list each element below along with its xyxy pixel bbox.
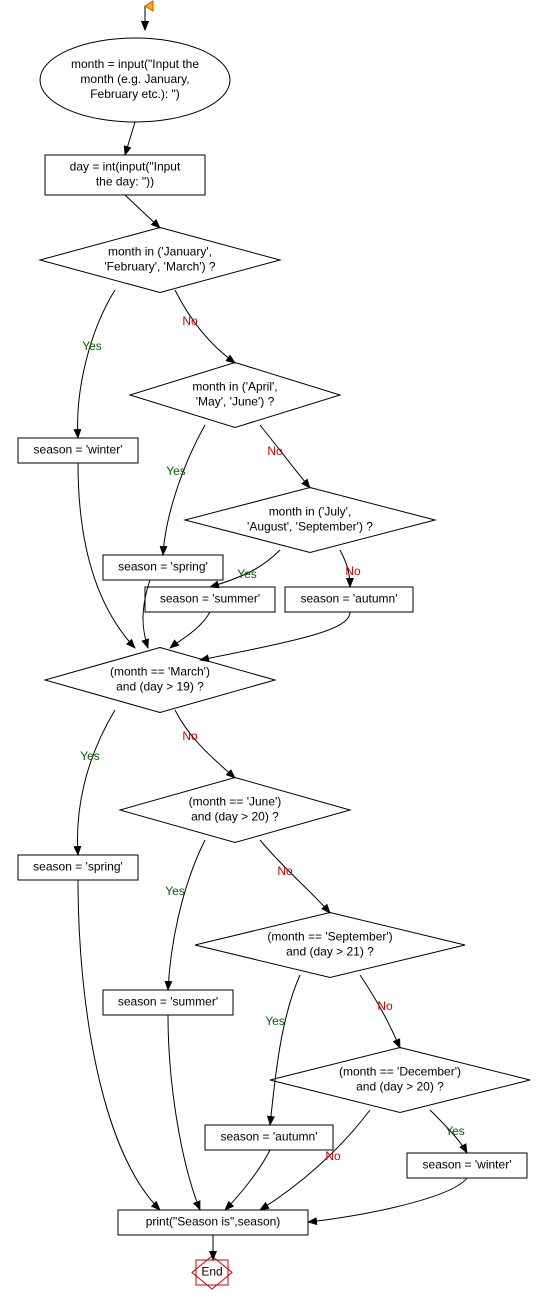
node-text: (month == 'September'): [267, 930, 392, 944]
edge-5: [163, 425, 205, 555]
node-text: month (e.g. January,: [80, 72, 189, 86]
node-text: month in ('January',: [108, 245, 212, 259]
edge-24: [308, 1178, 467, 1222]
node-text: and (day > 20) ?: [356, 1080, 444, 1094]
node-text: February etc.): "): [90, 87, 180, 101]
node-text: day = int(input("Input: [70, 160, 181, 174]
node-text: season = 'autumn': [221, 1130, 318, 1144]
node-text: print("Season is",season): [146, 1215, 281, 1229]
node-text: season = 'summer': [118, 995, 218, 1009]
node-text: 'May', 'June') ?: [196, 395, 275, 409]
edge-label-yes: Yes: [166, 464, 186, 478]
edge-23: [225, 1150, 270, 1210]
edge-12: [200, 612, 350, 660]
edge-14: [175, 710, 235, 778]
edge-11: [170, 612, 210, 648]
node-text: season = 'autumn': [301, 592, 398, 606]
node-text: season = 'spring': [33, 860, 123, 874]
node-text: season = 'winter': [423, 1158, 512, 1172]
edge-label-no: No: [267, 444, 283, 458]
node-text: season = 'winter': [34, 443, 123, 457]
node-text: season = 'spring': [118, 560, 208, 574]
edge-label-no: No: [182, 314, 198, 328]
edge-label-yes: Yes: [82, 339, 102, 353]
edge-21: [78, 880, 160, 1210]
edge-22: [168, 1015, 200, 1210]
node-text: season = 'summer': [160, 592, 260, 606]
node-text: month = input("Input the: [71, 57, 199, 71]
edge-16: [260, 840, 330, 913]
edge-1: [125, 122, 135, 155]
edge-2: [125, 195, 160, 228]
edge-label-no: No: [277, 864, 293, 878]
edge-label-yes: Yes: [165, 884, 185, 898]
edge-label-yes: Yes: [237, 567, 257, 581]
edge-17: [270, 975, 300, 1125]
node-text: (month == 'March'): [110, 665, 210, 679]
edge-label-no: No: [182, 729, 198, 743]
node-text: 'February', 'March') ?: [104, 260, 216, 274]
edge-label-no: No: [325, 1149, 341, 1163]
edge-label-yes: Yes: [80, 749, 100, 763]
node-text: End: [201, 1265, 222, 1279]
node-text: (month == 'December'): [339, 1065, 461, 1079]
node-text: the day: ")): [96, 175, 154, 189]
node-text: month in ('April',: [192, 380, 277, 394]
edge-label-yes: Yes: [445, 1124, 465, 1138]
edge-15: [168, 840, 205, 990]
edge-label-no: No: [345, 564, 361, 578]
edge-13: [77, 710, 115, 855]
flowchart-canvas: month = input("Input themonth (e.g. Janu…: [0, 0, 549, 1300]
node-text: and (day > 21) ?: [286, 945, 374, 959]
edge-label-no: No: [377, 999, 393, 1013]
node-text: (month == 'June'): [189, 795, 282, 809]
node-text: and (day > 19) ?: [116, 680, 204, 694]
node-text: 'August', 'September') ?: [247, 520, 373, 534]
edge-3: [78, 290, 115, 438]
node-text: and (day > 20) ?: [191, 810, 279, 824]
edge-label-yes: Yes: [265, 1014, 285, 1028]
node-text: month in ('July',: [269, 505, 352, 519]
